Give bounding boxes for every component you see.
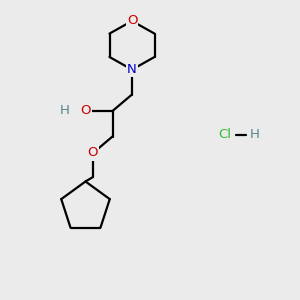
Text: N: N xyxy=(127,63,137,76)
Text: O: O xyxy=(80,104,91,118)
Text: H: H xyxy=(60,104,69,118)
Text: O: O xyxy=(127,14,137,28)
Text: Cl: Cl xyxy=(218,128,232,142)
Text: H: H xyxy=(250,128,260,142)
Text: O: O xyxy=(88,146,98,160)
